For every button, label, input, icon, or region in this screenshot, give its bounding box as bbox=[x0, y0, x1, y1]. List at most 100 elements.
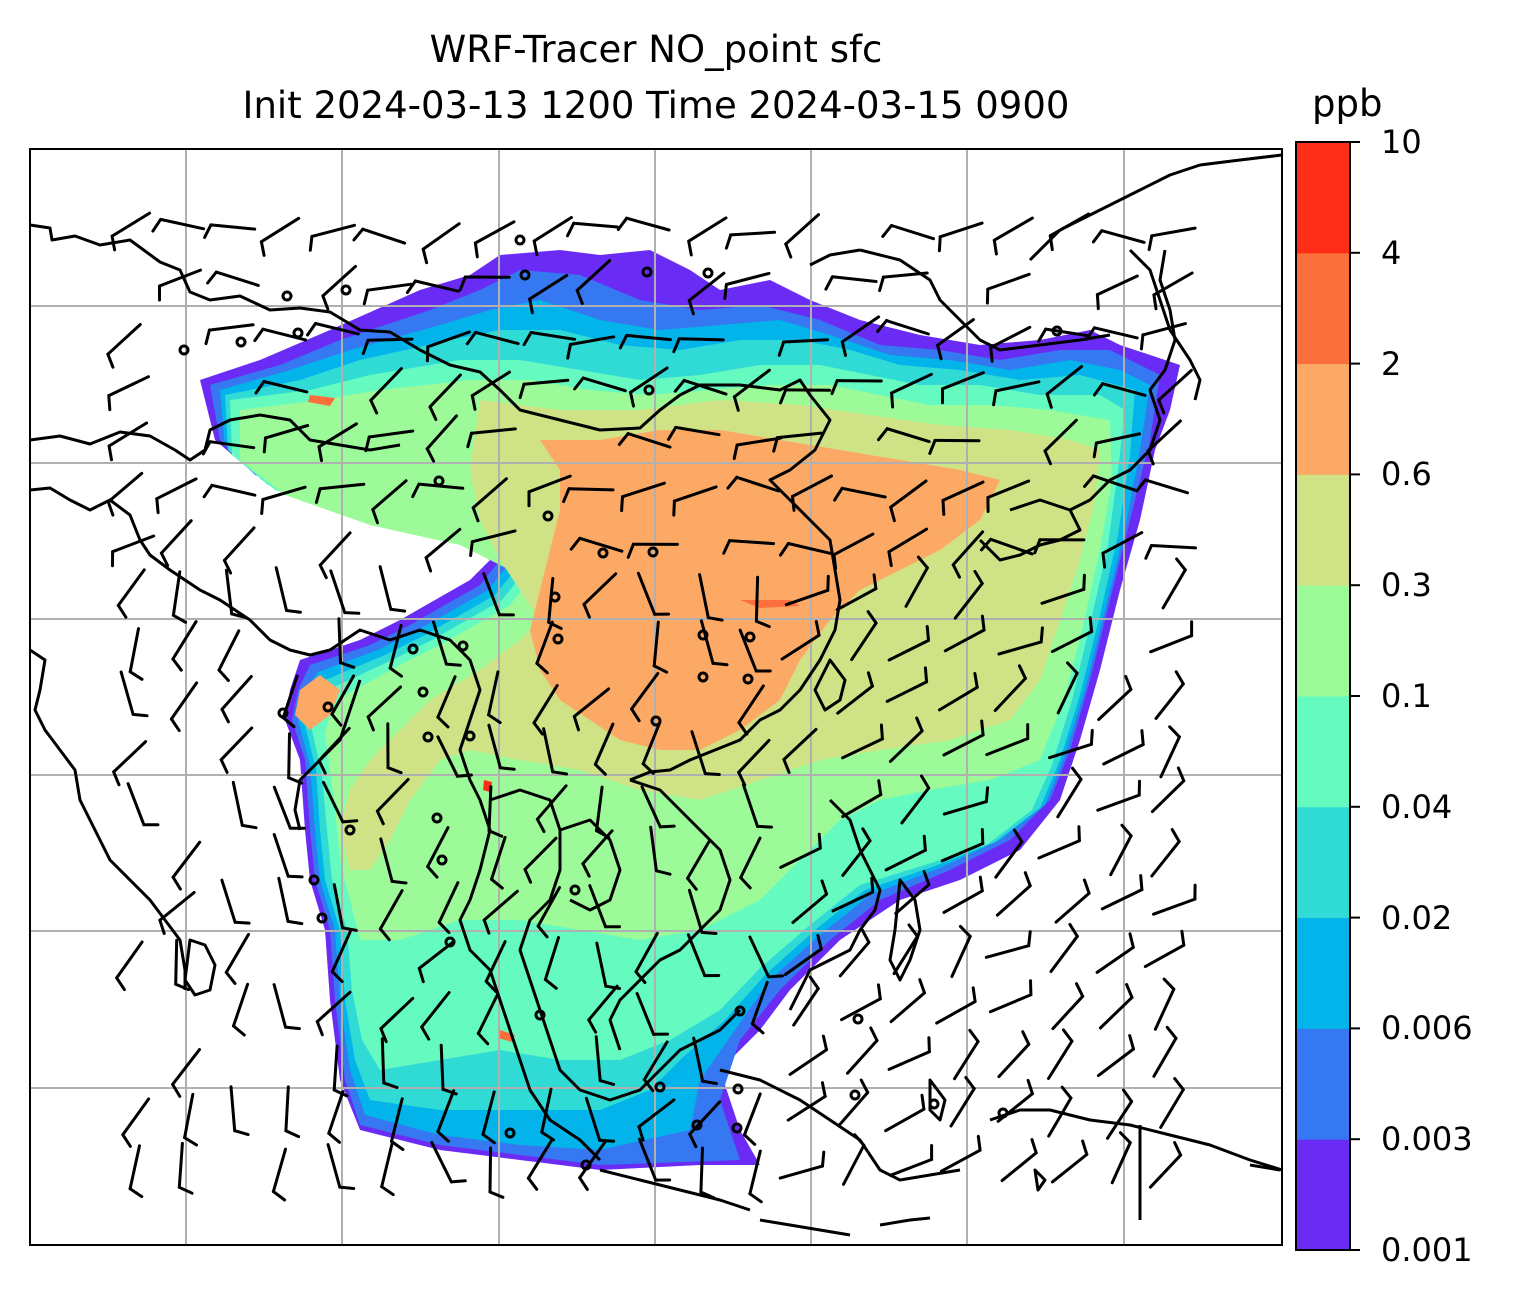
calm-wind-marker bbox=[422, 731, 434, 743]
calm-wind-marker bbox=[235, 336, 247, 348]
wind-barb bbox=[121, 1097, 151, 1137]
wind-barb bbox=[890, 224, 935, 241]
wind-barb bbox=[994, 840, 1024, 879]
field-level-0.6 bbox=[530, 430, 1000, 750]
wind-barb-flag bbox=[362, 288, 370, 306]
wind-barb bbox=[936, 318, 975, 347]
wind-barb-flag bbox=[821, 1034, 828, 1052]
wind-barb bbox=[1056, 777, 1083, 819]
calm-wind-marker bbox=[344, 824, 356, 836]
wind-barb bbox=[739, 836, 762, 880]
wind-barb-flag bbox=[332, 1088, 349, 1098]
wind-barb bbox=[1149, 634, 1194, 654]
wind-barb bbox=[989, 537, 1034, 556]
wind-barb bbox=[699, 1146, 704, 1194]
wind-barb-flag bbox=[314, 487, 322, 504]
wind-barb bbox=[682, 378, 728, 396]
wind-barb-flag bbox=[566, 221, 576, 238]
wind-barb bbox=[791, 474, 833, 498]
wind-barb bbox=[894, 883, 931, 915]
colorbar-tick-label: 10 bbox=[1381, 123, 1422, 161]
wind-barb bbox=[1150, 840, 1181, 878]
wind-barb-flag bbox=[779, 388, 788, 405]
wind-barb bbox=[482, 572, 501, 617]
wind-barb bbox=[1152, 897, 1197, 916]
wind-barb bbox=[1095, 274, 1139, 297]
wind-barb-flag bbox=[1157, 398, 1166, 415]
wind-barb bbox=[788, 1048, 828, 1076]
wind-barb-flag bbox=[528, 297, 534, 315]
wind-barb-flag bbox=[1091, 229, 1104, 244]
wind-barb bbox=[110, 211, 152, 238]
wind-barb bbox=[885, 427, 931, 444]
wind-barb-flag bbox=[532, 721, 544, 736]
wind-barb bbox=[629, 366, 669, 394]
wind-barb bbox=[890, 372, 933, 395]
wind-barb-flag bbox=[437, 920, 451, 934]
wind-barb bbox=[738, 628, 758, 673]
wind-barb bbox=[473, 220, 516, 245]
wind-barb-flag bbox=[171, 613, 188, 624]
wind-barb bbox=[115, 940, 144, 980]
wind-barb bbox=[784, 588, 830, 607]
wind-barb-flag bbox=[587, 1018, 598, 1034]
colorbar-segment bbox=[1296, 142, 1350, 254]
wind-barb bbox=[830, 275, 878, 283]
wind-barb-flag bbox=[444, 662, 462, 667]
wind-barb-flag bbox=[688, 1132, 698, 1149]
wind-barb-flag bbox=[183, 1136, 198, 1147]
wind-barb-flag bbox=[989, 345, 994, 363]
wind-barb-flag bbox=[470, 394, 477, 411]
wind-barb-flag bbox=[253, 327, 265, 343]
wind-barb-flag bbox=[116, 603, 128, 619]
calm-wind-marker bbox=[654, 1081, 666, 1093]
wind-barb-flag bbox=[920, 774, 931, 790]
wind-barb-flag bbox=[907, 923, 919, 938]
wind-barb bbox=[779, 846, 822, 869]
wind-barb-flag bbox=[1092, 441, 1098, 459]
wind-barb-flag bbox=[572, 714, 580, 732]
wind-barb-flag bbox=[876, 319, 888, 333]
wind-barb bbox=[997, 640, 1043, 656]
wind-barb-flag bbox=[784, 242, 793, 259]
wind-barb bbox=[850, 621, 878, 662]
wind-barb-flag bbox=[390, 879, 408, 885]
wind-barb bbox=[159, 519, 193, 555]
wind-barb bbox=[1141, 322, 1187, 337]
wind-barb-flag bbox=[980, 828, 985, 845]
wind-barb-flag bbox=[158, 918, 166, 935]
wind-barb bbox=[208, 440, 256, 450]
wind-barb bbox=[831, 890, 875, 913]
wind-barb bbox=[881, 271, 929, 279]
wind-barb-flag bbox=[1068, 922, 1079, 938]
wind-barb bbox=[171, 840, 202, 879]
wind-barb bbox=[540, 1087, 553, 1134]
wind-barb-flag bbox=[673, 378, 686, 393]
wind-barb bbox=[735, 475, 781, 493]
wind-barb bbox=[782, 727, 818, 761]
colorbar-units: ppb bbox=[1312, 82, 1383, 125]
wind-barb-flag bbox=[1168, 725, 1181, 739]
colorbar-segment bbox=[1296, 1139, 1350, 1251]
wind-barb bbox=[567, 487, 615, 492]
wind-barb bbox=[993, 676, 1027, 712]
wind-barb bbox=[737, 684, 765, 725]
wind-barb-flag bbox=[386, 766, 403, 775]
wind-barb bbox=[792, 987, 820, 1027]
wind-barb-flag bbox=[535, 661, 549, 675]
wind-barb bbox=[317, 422, 358, 449]
wind-barb-flag bbox=[920, 1093, 926, 1111]
wind-barb-flag bbox=[687, 239, 693, 257]
wind-barb-flag bbox=[832, 553, 838, 571]
wind-barb-flag bbox=[260, 498, 265, 515]
wind-barb bbox=[840, 315, 881, 344]
wind-barb-flag bbox=[672, 499, 676, 517]
wind-barb-flag bbox=[598, 1079, 616, 1086]
wind-barb bbox=[780, 633, 821, 661]
wind-barb bbox=[994, 380, 1041, 393]
field-level-2-c bbox=[498, 1030, 515, 1042]
calm-wind-marker bbox=[643, 384, 655, 396]
wind-barb bbox=[1100, 229, 1146, 244]
wind-barb bbox=[428, 373, 462, 409]
colorbar-tick-label: 0.003 bbox=[1381, 1120, 1473, 1159]
